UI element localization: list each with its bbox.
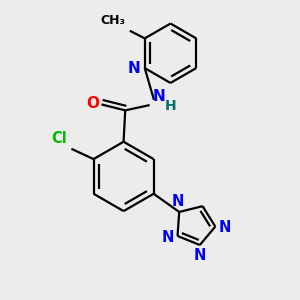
- Text: N: N: [152, 89, 165, 104]
- Text: Cl: Cl: [51, 130, 67, 146]
- Text: N: N: [194, 248, 206, 263]
- Text: N: N: [219, 220, 231, 235]
- Text: N: N: [162, 230, 174, 245]
- Text: O: O: [86, 96, 99, 111]
- Text: H: H: [165, 99, 176, 113]
- Text: N: N: [128, 61, 141, 76]
- Text: CH₃: CH₃: [100, 14, 125, 28]
- Text: N: N: [171, 194, 184, 209]
